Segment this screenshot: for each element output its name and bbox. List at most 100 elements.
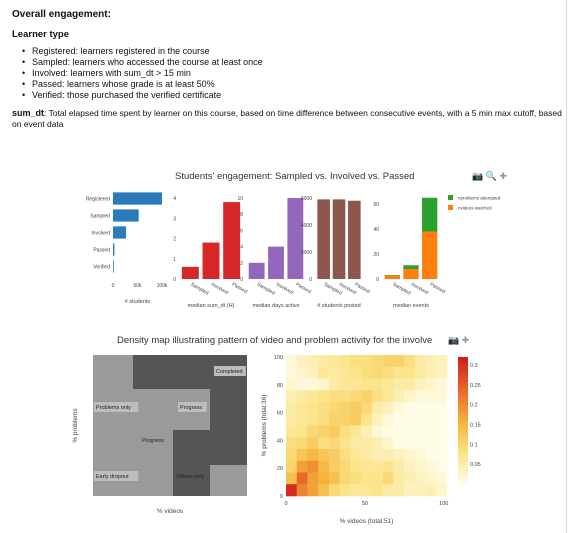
axis-label: median days active <box>252 303 299 309</box>
tick-label: 0 <box>240 277 243 283</box>
heatmap-cell <box>307 413 319 426</box>
engagement-charts: RegisteredSampledInvolvedPassedVerified0… <box>86 192 501 309</box>
bar-sampled <box>317 199 330 279</box>
heatmap-cell <box>296 460 308 473</box>
heatmap-cell <box>393 484 405 497</box>
camera-icon[interactable]: 📷 <box>472 171 484 181</box>
tick-label: 0.05 <box>470 462 481 468</box>
heatmap-cell <box>350 413 362 426</box>
heatmap-cell <box>404 402 416 415</box>
list-item: Verified: those purchased the verified c… <box>22 90 263 101</box>
heatmap-cell <box>414 472 426 485</box>
heatmap-cell <box>371 390 383 403</box>
heatmap-cell <box>318 460 330 473</box>
heatmap-cell <box>296 413 308 426</box>
heatmap-cell <box>339 484 351 497</box>
colorbar-segment <box>458 474 468 479</box>
heatmap-cell <box>404 449 416 462</box>
heatmap-cell <box>436 437 448 450</box>
heatmap-cell <box>350 437 362 450</box>
camera-icon[interactable]: 📷 <box>448 335 460 345</box>
colorbar-segment <box>458 426 468 431</box>
tick-label: 0.25 <box>470 383 481 389</box>
tick-label: 50k <box>133 283 142 289</box>
tick-label: 50 <box>362 501 368 507</box>
tick-label: 40 <box>373 227 379 233</box>
region-cell <box>173 355 210 389</box>
heatmap-cell <box>371 413 383 426</box>
colorbar-segment <box>458 430 468 434</box>
colorbar-segment <box>458 480 468 485</box>
heatmap-cell <box>436 413 448 426</box>
colorbar-segment <box>458 395 468 399</box>
heatmap-cell <box>318 437 330 450</box>
tick-label: Involved <box>91 231 110 237</box>
heatmap-cell <box>307 425 319 438</box>
heatmap-cell <box>296 366 308 379</box>
heatmap-cell <box>318 472 330 485</box>
colorbar-segment <box>458 445 468 450</box>
pan-icon[interactable]: ✚ <box>461 335 470 345</box>
heatmap-cell <box>328 484 340 497</box>
heatmap-cell <box>350 355 362 368</box>
tick-label: 0.1 <box>470 442 478 448</box>
tick-label: 0 <box>309 277 312 283</box>
heatmap-cell <box>404 366 416 379</box>
colorbar-segment <box>458 477 468 482</box>
heatmap-cell <box>414 437 426 450</box>
colorbar-segment <box>458 464 468 469</box>
legend-label: nproblems attempted <box>458 196 501 201</box>
bar-verified <box>113 260 114 273</box>
heatmap-cell <box>436 449 448 462</box>
heatmap-cell <box>414 413 426 426</box>
colorbar-segment <box>458 455 468 459</box>
heatmap-cell <box>286 449 298 462</box>
heatmap-cell <box>393 472 405 485</box>
heatmap-cell <box>436 484 448 497</box>
tick-label: 60 <box>373 202 379 208</box>
colorbar-segment <box>458 407 468 412</box>
heatmap-cell <box>414 390 426 403</box>
zoom-icon[interactable]: 🔍 <box>485 171 497 181</box>
tick-label: Sampled <box>90 214 110 220</box>
heatmap-cell <box>361 355 373 368</box>
heatmap-cell <box>371 449 383 462</box>
heatmap-cell <box>404 425 416 438</box>
heatmap-cell <box>404 437 416 450</box>
heatmap-cell <box>361 460 373 473</box>
heatmap-cell <box>393 425 405 438</box>
heatmap-cell <box>382 378 394 391</box>
heatmap-cell <box>414 402 426 415</box>
region-cell <box>133 430 173 465</box>
heatmap-cell <box>436 402 448 415</box>
heatmap-cell <box>339 449 351 462</box>
heatmap-cell <box>328 378 340 391</box>
heatmap-cell <box>371 355 383 368</box>
colorbar-segment <box>458 388 468 393</box>
heatmap-cell <box>382 390 394 403</box>
region-label-box <box>94 471 139 481</box>
colorbar-segment <box>458 372 468 377</box>
axis-label: % problems (total:36) <box>261 395 268 457</box>
colorbar-segment <box>458 442 468 447</box>
heatmap-cell <box>393 402 405 415</box>
heatmap-cell <box>425 425 437 438</box>
colorbar-segment <box>458 436 468 440</box>
heatmap-cell <box>286 413 298 426</box>
tick-label: 4 <box>173 196 176 202</box>
heatmap-cell <box>361 449 373 462</box>
heatmap-cell <box>328 366 340 379</box>
pan-icon[interactable]: ✚ <box>499 171 508 181</box>
heatmap-cell <box>328 402 340 415</box>
tick-label: 100k <box>157 283 168 289</box>
heatmap-cell <box>307 484 319 497</box>
heatmap-cell <box>328 472 340 485</box>
tick-label: 0.2 <box>470 403 478 409</box>
heatmap-cell <box>339 402 351 415</box>
colorbar-segment <box>458 401 468 406</box>
heatmap-cell <box>286 484 298 497</box>
colorbar-segment <box>458 404 468 409</box>
heatmap-cell <box>339 437 351 450</box>
heatmap-cell <box>339 460 351 473</box>
tick-label: 2000 <box>301 250 312 256</box>
